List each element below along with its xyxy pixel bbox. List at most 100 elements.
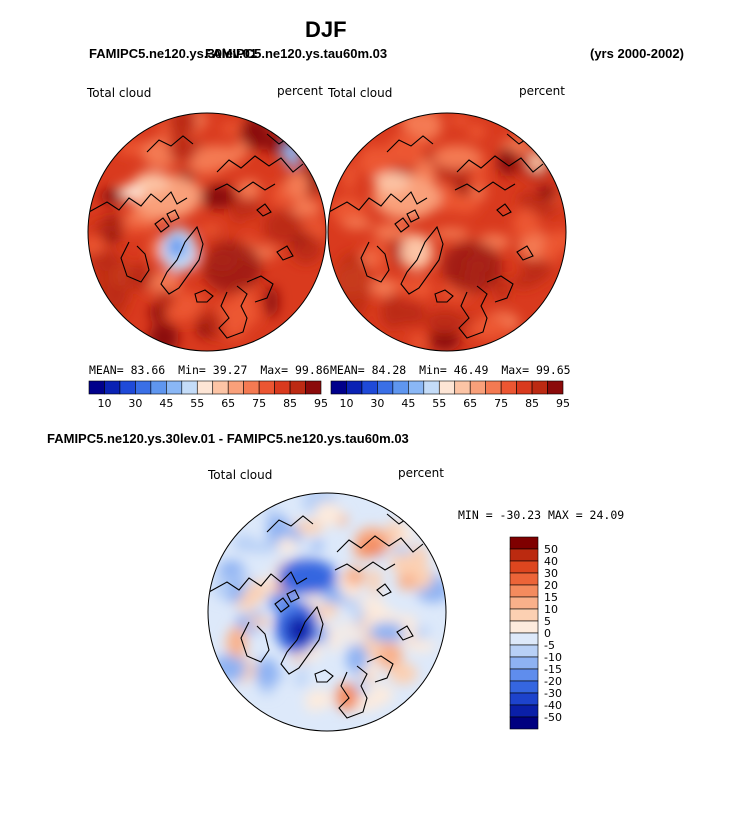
colorbar-swatch (346, 380, 363, 395)
colorbar-swatch (88, 380, 105, 395)
cloud-field (330, 113, 566, 351)
colorbar-swatch (509, 656, 539, 670)
colorbar-tick-label: 65 (221, 397, 235, 410)
colorbar-swatch (500, 380, 517, 395)
coastline-segment (336, 535, 424, 553)
colorbar-swatch (181, 380, 198, 395)
colorbar-tick-label: 10 (339, 397, 353, 410)
cloud-patch (243, 195, 260, 218)
colorbar-swatch (377, 380, 394, 395)
panel1-max-label: Max= (260, 363, 289, 377)
difference-patch (406, 640, 436, 652)
difference-field (211, 493, 446, 712)
cloud-patch (342, 163, 356, 191)
cloud-patch (293, 198, 322, 218)
cloud-patch (451, 114, 469, 126)
cloud-patch (497, 147, 518, 176)
colorbar-swatch (196, 380, 214, 395)
coastlines (328, 133, 552, 339)
map-panel1-border (87, 112, 327, 352)
coastline-segment (120, 241, 150, 283)
coastline-segment (218, 285, 248, 339)
coastline-segment (334, 561, 396, 573)
colorbar-swatch (392, 380, 409, 395)
coastline-segment (496, 203, 512, 217)
cloud-patch (341, 218, 373, 230)
cloud-patch (168, 113, 197, 137)
cloud-patch (471, 173, 488, 189)
coastline-segment (266, 515, 314, 533)
colorbar-swatch (104, 380, 121, 395)
colorbar-tick-label: -40 (544, 699, 562, 712)
coastline-segment (274, 597, 290, 613)
cloud-patch (537, 185, 557, 201)
cloud-patch (429, 328, 461, 351)
cloud-patch (200, 183, 236, 210)
panel2-mean-label: MEAN= (330, 363, 365, 377)
cloud-patch (149, 304, 165, 322)
cloud-patch (425, 310, 464, 334)
colorbar-tick-label: 40 (544, 555, 558, 568)
colorbar-swatch (469, 380, 486, 395)
coastline-segment (246, 275, 274, 303)
colorbar-tick-label: 75 (252, 397, 266, 410)
map-panel2-border (327, 112, 567, 352)
colorbar-swatch (150, 380, 167, 395)
colorbar-swatch (531, 380, 548, 395)
coastline-segment (454, 181, 516, 193)
difference-patch (264, 505, 277, 521)
difference-patch (314, 501, 342, 526)
colorbar-tick-label: 45 (159, 397, 173, 410)
colorbar-tick-label: 50 (544, 543, 558, 556)
colorbar-swatch (408, 380, 425, 395)
coastline-segment (328, 191, 428, 213)
difference-patch (295, 671, 308, 687)
map-panel1 (88, 113, 326, 351)
panel1-mean-label: MEAN= (89, 363, 124, 377)
cloud-patch (265, 286, 279, 318)
panel2-min-label: Min= (419, 363, 447, 377)
difference-patch (211, 654, 247, 682)
panel2-field-label: Total cloud (328, 86, 393, 100)
colorbar-swatch (119, 380, 136, 395)
colorbar-tick-label: -15 (544, 663, 562, 676)
cloud-patch (435, 183, 459, 213)
cloud-patch (232, 191, 245, 224)
difference-patch (212, 573, 231, 600)
colorbar-tick-label: 5 (544, 615, 551, 628)
coastline-segment (146, 135, 194, 153)
difference-patch (368, 567, 382, 596)
panel2-max-label: Max= (501, 363, 530, 377)
coastline-segment (360, 241, 390, 283)
positive-anomaly (227, 537, 417, 711)
colorbar-tick-label: -5 (544, 639, 555, 652)
coastline-segment (400, 225, 444, 295)
coastline-segment (88, 191, 188, 213)
coastline-segment (286, 589, 300, 603)
coastline-segment (376, 583, 392, 597)
difference-patch (316, 603, 339, 618)
cloud-patch (88, 237, 105, 255)
coastline-segment (208, 571, 308, 593)
colorbar-swatch (509, 620, 539, 634)
colorbar-tick-label: 20 (544, 579, 558, 592)
colorbar-swatch (423, 380, 440, 395)
difference-patch (374, 641, 403, 669)
years-label: (yrs 2000-2002) (590, 46, 684, 61)
panel2-mean-value: 84.28 (371, 363, 407, 377)
difference-patch (310, 540, 324, 552)
difference-patch (247, 616, 272, 627)
cloud-patch (99, 189, 126, 204)
map-diff-border (207, 492, 447, 732)
colorbar-swatch (509, 536, 539, 550)
cloud-patch (199, 224, 223, 236)
low-cloud-region (120, 142, 301, 272)
colorbar-tick-label: 45 (401, 397, 415, 410)
coastlines (88, 133, 312, 339)
coastline-segment (160, 225, 204, 295)
coastline-segment (214, 181, 276, 193)
map-diff (208, 493, 446, 731)
colorbar-swatch (509, 572, 539, 586)
left-case-name: FAMIPC5.ne120.ys.30lev.01 (89, 46, 258, 61)
cloud-patch (263, 209, 303, 244)
